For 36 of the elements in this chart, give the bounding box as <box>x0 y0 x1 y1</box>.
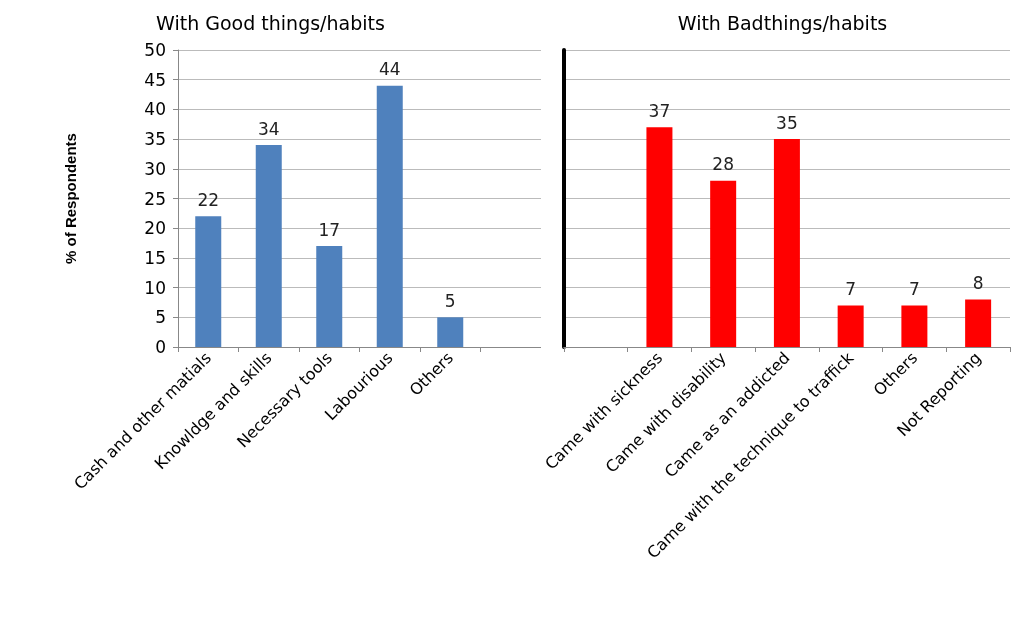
bar <box>965 299 992 347</box>
data-label: 28 <box>712 154 734 175</box>
chart-title: With Good things/habits <box>156 11 385 34</box>
y-tick-label: 40 <box>144 99 166 120</box>
bar <box>773 139 800 347</box>
data-label: 5 <box>444 290 456 311</box>
chart-title: With Badthings/habits <box>677 11 888 34</box>
bar <box>195 216 222 347</box>
data-label: 17 <box>318 219 341 240</box>
y-tick-label: 45 <box>144 69 166 90</box>
y-tick-label: 10 <box>144 277 166 298</box>
data-label: 44 <box>378 59 401 80</box>
y-tick-label: 0 <box>155 337 166 357</box>
bar <box>837 305 864 347</box>
data-label: 34 <box>257 118 280 139</box>
bar <box>376 85 403 347</box>
bar <box>901 305 928 347</box>
data-label: 37 <box>648 100 671 121</box>
data-label: 7 <box>845 278 857 299</box>
y-tick-label: 20 <box>144 218 166 239</box>
y-tick-label: 15 <box>144 247 166 268</box>
bar <box>255 145 282 347</box>
data-label: 8 <box>972 272 984 293</box>
y-axis-title: % of Respondents <box>62 133 79 264</box>
y-tick-label: 30 <box>144 158 166 179</box>
data-label: 35 <box>776 112 798 133</box>
y-tick-label: 35 <box>144 129 166 150</box>
bar <box>316 246 343 347</box>
y-tick-label: 25 <box>144 188 166 209</box>
data-label: 7 <box>908 278 920 299</box>
data-label: 22 <box>197 189 220 210</box>
y-tick-label: 50 <box>144 40 166 60</box>
y-tick-label: 5 <box>155 307 166 328</box>
bar <box>437 317 464 347</box>
bar <box>710 180 737 347</box>
bar <box>646 127 673 347</box>
